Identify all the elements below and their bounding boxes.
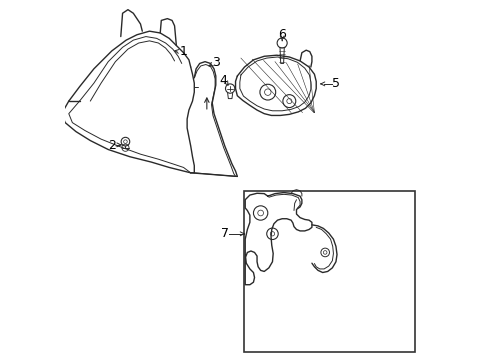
Text: 6: 6 (278, 28, 285, 41)
Bar (244, 191, 414, 352)
Text: 1: 1 (179, 45, 187, 58)
Text: 4: 4 (219, 74, 226, 87)
Text: 7: 7 (220, 227, 228, 240)
Text: 5: 5 (332, 77, 340, 90)
Text: 3: 3 (211, 56, 219, 69)
Text: 2: 2 (108, 139, 116, 152)
